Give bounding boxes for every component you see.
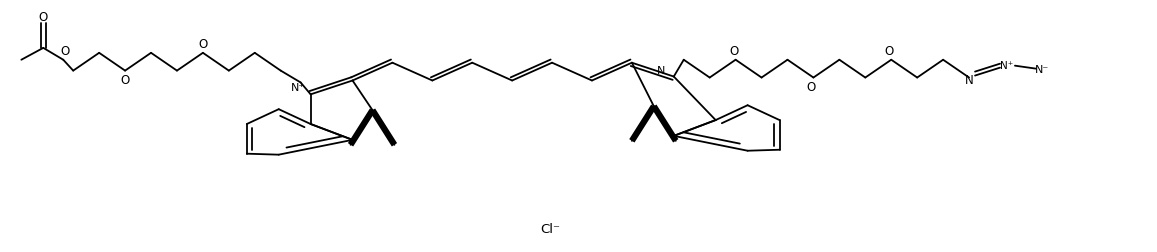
Text: O: O [806,81,816,93]
Text: O: O [120,74,130,87]
Text: N⁻: N⁻ [1034,64,1049,74]
Text: Cl⁻: Cl⁻ [540,223,560,235]
Text: O: O [60,45,69,58]
Text: N: N [657,65,665,75]
Text: N⁺: N⁺ [290,83,304,93]
Text: N⁺: N⁺ [1001,60,1014,70]
Text: O: O [198,38,207,51]
Text: N: N [965,74,973,87]
Text: O: O [38,11,47,24]
Text: O: O [729,45,738,58]
Text: O: O [885,45,894,58]
